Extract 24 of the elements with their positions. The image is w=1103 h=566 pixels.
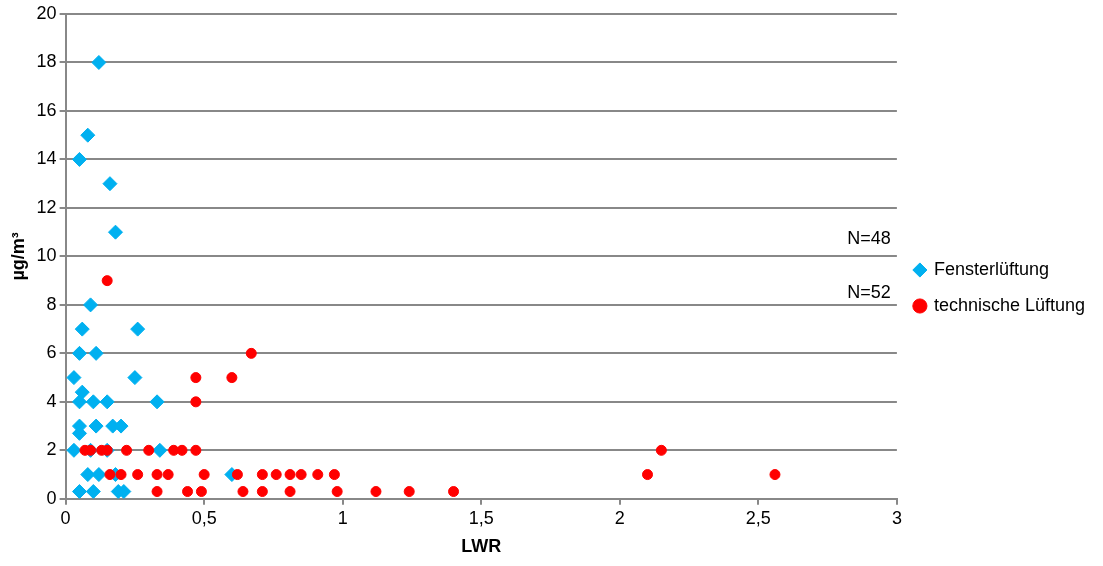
x-axis-title: LWR bbox=[461, 536, 502, 557]
y-tick-label: 16 bbox=[36, 99, 57, 120]
annotation: N=48 bbox=[847, 228, 891, 249]
legend-label: technische Lüftung bbox=[933, 294, 1086, 315]
x-tick-label: 1 bbox=[337, 507, 348, 528]
y-tick-label: 4 bbox=[46, 390, 57, 411]
y-tick-label: 2 bbox=[46, 439, 57, 460]
y-tick-label: 10 bbox=[36, 245, 57, 266]
y-tick-label: 20 bbox=[36, 2, 57, 23]
y-tick-label: 8 bbox=[46, 293, 57, 314]
x-tick-label: 0 bbox=[60, 507, 71, 528]
x-tick-label: 1,5 bbox=[468, 507, 494, 528]
y-tick-label: 18 bbox=[36, 51, 57, 72]
x-tick-label: 3 bbox=[891, 507, 902, 528]
y-tick-label: 12 bbox=[36, 196, 57, 217]
annotation: N=52 bbox=[847, 281, 891, 302]
x-tick-label: 2 bbox=[614, 507, 625, 528]
y-tick-label: 6 bbox=[46, 342, 57, 363]
x-tick-label: 2,5 bbox=[745, 507, 771, 528]
y-axis-title: µg/m³ bbox=[7, 232, 28, 281]
y-tick-label: 14 bbox=[36, 148, 57, 169]
x-tick-label: 0,5 bbox=[191, 507, 217, 528]
y-tick-label: 0 bbox=[46, 487, 57, 508]
legend-label: Fensterlüftung bbox=[933, 258, 1049, 279]
